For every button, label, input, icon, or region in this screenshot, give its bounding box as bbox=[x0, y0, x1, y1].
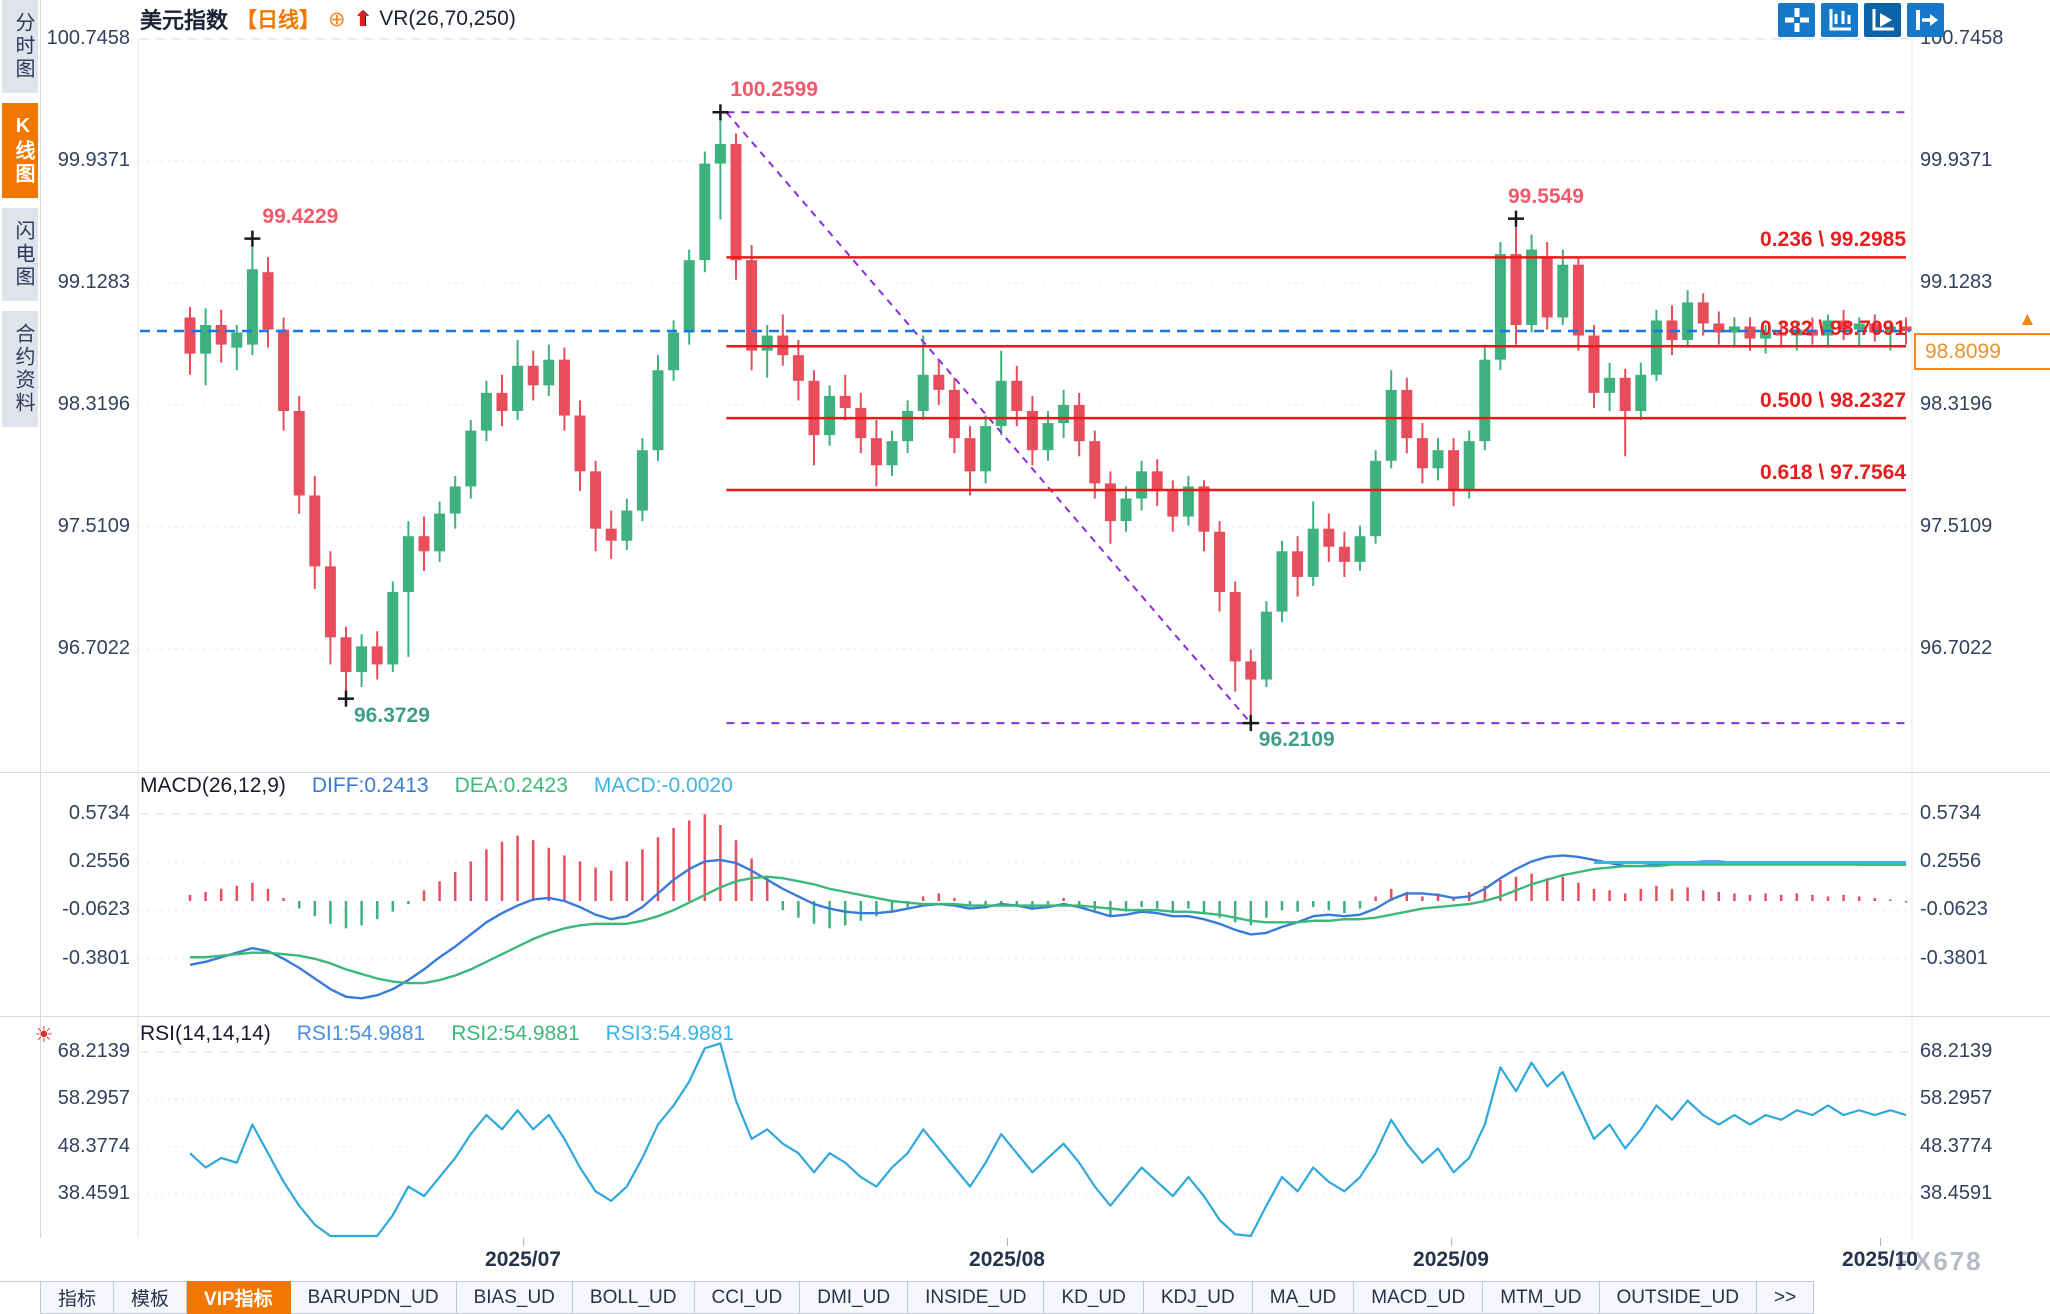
play-scale-icon[interactable] bbox=[1864, 3, 1901, 37]
rsi-axis-tick-left: 58.2957 bbox=[57, 1087, 130, 1110]
price-axis-tick-left: 97.5109 bbox=[57, 515, 130, 538]
tab-14[interactable]: OUTSIDE_UD bbox=[1599, 1281, 1757, 1314]
rsi-panel-header: RSI(14,14,14) RSI1:54.9881 RSI2:54.9881 … bbox=[140, 1022, 734, 1046]
sidebar-item-0[interactable]: 分时图 bbox=[2, 0, 38, 93]
tab-4[interactable]: BIAS_UD bbox=[456, 1281, 573, 1314]
macd-axis-tick-right: -0.0623 bbox=[1920, 898, 1988, 921]
rsi3-value: RSI3:54.9881 bbox=[605, 1022, 735, 1045]
macd-diff-value: DIFF:0.2413 bbox=[311, 774, 429, 797]
tab-5[interactable]: BOLL_UD bbox=[572, 1281, 695, 1314]
chart-type-sidebar: 分时图 K线图闪电图合约资料 bbox=[0, 0, 41, 1238]
tab-0[interactable]: 指标 bbox=[40, 1281, 115, 1314]
price-axis-tick-right: 96.7022 bbox=[1920, 637, 1993, 660]
rsi1-value: RSI1:54.9881 bbox=[296, 1022, 426, 1045]
tab-2[interactable]: VIP指标 bbox=[187, 1281, 291, 1314]
tab-7[interactable]: DMI_UD bbox=[800, 1281, 909, 1314]
add-indicator-icon[interactable]: ⊕ bbox=[328, 7, 346, 31]
rsi-axis-tick-left: 38.4591 bbox=[57, 1181, 130, 1204]
macd-axis-tick-left: 0.2556 bbox=[68, 850, 130, 873]
price-axis-tick-left: 100.7458 bbox=[46, 27, 130, 49]
rsi-axis-tick-right: 38.4591 bbox=[1920, 1181, 1993, 1204]
rsi-axis-tick-right: 48.3774 bbox=[1920, 1134, 1993, 1157]
tab-13[interactable]: MTM_UD bbox=[1483, 1281, 1600, 1314]
low-price-label: 96.2109 bbox=[1258, 728, 1335, 752]
sidebar-item-2[interactable]: 闪电图 bbox=[2, 208, 38, 301]
date-axis-label: 2025/08 bbox=[969, 1248, 1045, 1271]
tab-6[interactable]: CCI_UD bbox=[694, 1281, 801, 1314]
pan-crosshair-icon[interactable] bbox=[1778, 3, 1815, 37]
indicator-tab-bar: 指标 模板 VIP指标 BARUPDN_UD BIAS_UD BOLL_UD CCI_UD D… bbox=[40, 1281, 2050, 1314]
rsi-axis-tick-right: 58.2957 bbox=[1920, 1087, 1993, 1110]
date-axis-tick bbox=[1451, 1238, 1452, 1246]
tab-10[interactable]: KDJ_UD bbox=[1143, 1281, 1253, 1314]
vr-indicator-label: VR(26,70,250) bbox=[379, 7, 516, 30]
macd-dea-value: DEA:0.2423 bbox=[454, 774, 568, 797]
price-axis-tick-right: 99.9371 bbox=[1920, 149, 1993, 171]
price-axis-tick-right: 99.1283 bbox=[1920, 271, 1993, 294]
tab-9[interactable]: KD_UD bbox=[1044, 1281, 1144, 1314]
rsi-axis-tick-right: 68.2139 bbox=[1920, 1040, 1993, 1062]
macd-axis-tick-left: -0.0623 bbox=[62, 898, 130, 921]
price-axis-tick-right: 98.3196 bbox=[1920, 393, 1993, 416]
jump-latest-icon[interactable] bbox=[1907, 3, 1944, 37]
date-axis-tick bbox=[1880, 1238, 1881, 1246]
macd-title: MACD(26,12,9) bbox=[140, 774, 286, 797]
symbol-name: 美元指数 bbox=[140, 8, 229, 33]
watermark-logo: FX678 bbox=[1896, 1246, 1983, 1276]
date-axis-label: 2025/09 bbox=[1413, 1248, 1489, 1271]
sidebar-item-3[interactable]: 合约资料 bbox=[2, 311, 38, 427]
date-axis-label: 2025/07 bbox=[485, 1248, 561, 1271]
macd-macd-value: MACD:-0.0020 bbox=[593, 774, 733, 797]
macd-axis-tick-left: -0.3801 bbox=[62, 946, 130, 969]
chart-header: 美元指数 【日线】 ⊕ ⬆ VR(26,70,250) bbox=[140, 4, 516, 34]
peak-price-label: 99.4229 bbox=[262, 204, 339, 228]
low-price-label: 96.3729 bbox=[354, 703, 430, 727]
macd-axis-tick-left: 0.5734 bbox=[68, 801, 130, 824]
price-up-arrow-icon: ▲ bbox=[2018, 309, 2037, 330]
tab-3[interactable]: BARUPDN_UD bbox=[290, 1281, 457, 1314]
period-tag[interactable]: 【日线】 bbox=[236, 9, 321, 32]
fib-level-label: 0.618 \ 97.7564 bbox=[1760, 460, 1906, 484]
price-axis-tick-left: 96.7022 bbox=[57, 637, 130, 660]
date-axis-label: 2025/10 bbox=[1842, 1248, 1918, 1271]
price-axis-tick-left: 99.1283 bbox=[57, 271, 130, 294]
sidebar-item-1[interactable]: K线图 bbox=[2, 103, 38, 198]
macd-axis-tick-right: 0.2556 bbox=[1920, 850, 1982, 873]
date-axis-row bbox=[0, 1238, 2050, 1281]
fib-level-label: 0.382 \ 98.7091 bbox=[1760, 317, 1906, 341]
panel-separator bbox=[0, 772, 2050, 773]
tab-12[interactable]: MACD_UD bbox=[1354, 1281, 1484, 1314]
tab-11[interactable]: MA_UD bbox=[1252, 1281, 1355, 1314]
rsi-settings-icon[interactable]: ☀ bbox=[34, 1022, 54, 1047]
fit-scale-icon[interactable] bbox=[1821, 3, 1858, 37]
price-axis-tick-left: 99.9371 bbox=[57, 149, 130, 171]
peak-price-label: 100.2599 bbox=[730, 78, 818, 102]
rsi-axis-tick-left: 48.3774 bbox=[57, 1134, 130, 1157]
fib-level-label: 0.236 \ 99.2985 bbox=[1760, 228, 1906, 252]
rsi-axis-tick-left: 68.2139 bbox=[57, 1040, 130, 1062]
panel-separator bbox=[0, 1016, 2050, 1017]
macd-axis-tick-right: 0.5734 bbox=[1920, 801, 1982, 824]
rsi2-value: RSI2:54.9881 bbox=[451, 1022, 580, 1045]
tab-8[interactable]: INSIDE_UD bbox=[908, 1281, 1045, 1314]
price-axis-tick-left: 98.3196 bbox=[57, 393, 130, 416]
chart-toolbar bbox=[1778, 3, 1944, 37]
date-axis-tick bbox=[1007, 1238, 1008, 1246]
macd-axis-tick-right: -0.3801 bbox=[1920, 946, 1988, 969]
peak-price-label: 99.5549 bbox=[1508, 184, 1584, 208]
rsi-title: RSI(14,14,14) bbox=[140, 1022, 271, 1045]
tab-overflow-more[interactable]: >> bbox=[1756, 1281, 1815, 1314]
macd-panel-header: MACD(26,12,9) DIFF:0.2413 DEA:0.2423 MAC… bbox=[140, 774, 733, 798]
fib-level-label: 0.500 \ 98.2327 bbox=[1760, 389, 1906, 413]
tab-1[interactable]: 模板 bbox=[114, 1281, 188, 1314]
up-arrow-icon: ⬆ bbox=[353, 7, 372, 31]
date-axis-tick bbox=[523, 1238, 524, 1246]
price-axis-tick-right: 97.5109 bbox=[1920, 515, 1993, 538]
current-price-badge: 98.8099 bbox=[1914, 333, 2050, 370]
